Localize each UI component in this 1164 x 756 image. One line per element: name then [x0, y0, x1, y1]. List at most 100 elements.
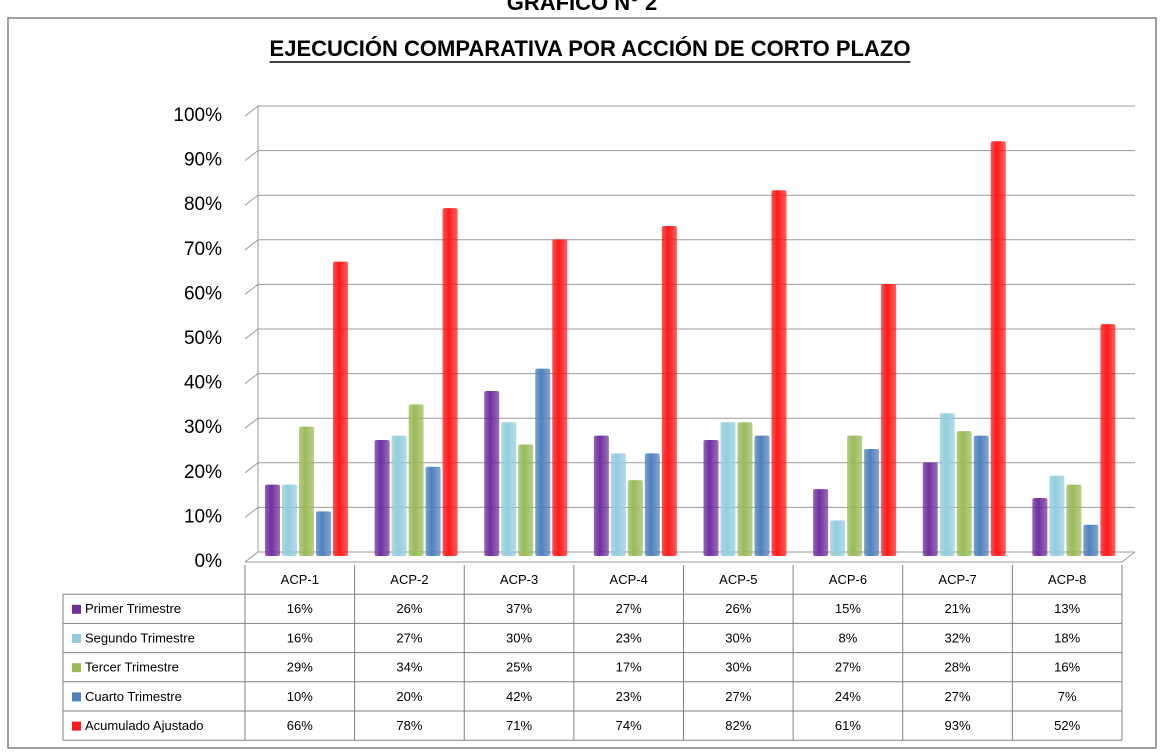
table-cell: 15%: [835, 601, 861, 616]
grid-line: [244, 417, 1135, 429]
grid-line: [244, 506, 1135, 518]
legend-label: Tercer Trimestre: [85, 660, 179, 675]
table-cell: 25%: [506, 660, 532, 675]
bar: [922, 462, 938, 556]
grid-line: [244, 105, 1135, 117]
table-cell: 32%: [945, 630, 971, 645]
bar: [1066, 484, 1082, 556]
legend-swatch: [72, 692, 81, 702]
bar: [610, 453, 626, 556]
bar: [593, 435, 609, 556]
y-tick-label: 50%: [184, 328, 222, 349]
table-cell: 30%: [725, 630, 751, 645]
grid-line: [244, 373, 1135, 384]
bar: [484, 390, 500, 556]
legend-label: Segundo Trimestre: [85, 630, 195, 645]
x-tick-label: ACP-3: [500, 572, 538, 587]
legend-swatch: [72, 721, 81, 731]
legend-swatch: [72, 663, 81, 673]
bar: [939, 413, 955, 556]
table-cell: 93%: [945, 718, 971, 733]
table-cell: 10%: [287, 689, 313, 704]
table-cell: 29%: [287, 660, 313, 675]
bar: [973, 435, 989, 556]
table-cell: 61%: [835, 718, 861, 733]
bar: [754, 435, 770, 556]
grid-line: [244, 462, 1135, 474]
grid-line: [244, 194, 1135, 206]
grid-line: [244, 283, 1135, 295]
legend-label: Acumulado Ajustado: [85, 718, 204, 733]
x-tick-label: ACP-6: [829, 572, 867, 587]
bar: [813, 489, 829, 556]
bar: [830, 520, 846, 556]
bar: [737, 422, 753, 556]
grid-line: [244, 239, 1135, 251]
heading: GRÁFICO N° 2: [507, 0, 658, 15]
bar: [864, 448, 880, 556]
floor: [245, 551, 1136, 563]
legend-label: Cuarto Trimestre: [85, 689, 182, 704]
bar: [391, 435, 407, 556]
table-cell: 16%: [1054, 660, 1080, 675]
table-cell: 21%: [945, 601, 971, 616]
y-tick-label: 60%: [184, 283, 222, 304]
table-cell: 17%: [616, 660, 642, 675]
bar: [703, 440, 719, 556]
bar: [316, 511, 331, 556]
bar: [644, 453, 660, 556]
table-cell: 13%: [1054, 601, 1080, 616]
x-tick-label: ACP-4: [610, 572, 648, 587]
bar: [990, 141, 1006, 556]
y-tick-label: 80%: [184, 194, 222, 215]
table-cell: 66%: [287, 718, 313, 733]
x-tick-label: ACP-1: [281, 572, 319, 587]
bar: [535, 368, 551, 556]
table-cell: 27%: [396, 630, 422, 645]
table-cell: 27%: [725, 689, 751, 704]
table-cell: 34%: [396, 660, 422, 675]
bar: [442, 208, 458, 556]
frame: [7, 17, 1157, 749]
bar: [1083, 524, 1099, 556]
bar: [661, 225, 677, 556]
table-cell: 16%: [287, 601, 313, 616]
bar: [771, 190, 787, 556]
table-cell: 24%: [835, 689, 861, 704]
x-tick-label: ACP-5: [719, 572, 757, 587]
bar: [425, 466, 441, 556]
y-tick-label: 100%: [173, 105, 222, 126]
x-tick-label: ACP-8: [1048, 572, 1086, 587]
table-cell: 23%: [616, 630, 642, 645]
table-cell: 23%: [616, 689, 642, 704]
table-cell: 8%: [839, 630, 858, 645]
y-tick-label: 10%: [184, 506, 222, 527]
table-cell: 27%: [945, 689, 971, 704]
bar: [847, 435, 863, 556]
table-cell: 82%: [725, 718, 751, 733]
table-cell: 27%: [616, 601, 642, 616]
bar: [299, 426, 314, 556]
table-cell: 42%: [506, 689, 532, 704]
bar: [720, 422, 736, 556]
table-cell: 26%: [725, 601, 751, 616]
bar: [333, 261, 348, 556]
bar: [956, 431, 972, 556]
x-tick-label: ACP-7: [938, 572, 976, 587]
table-cell: 71%: [506, 718, 532, 733]
bar: [1049, 475, 1065, 556]
legend-swatch: [72, 634, 81, 643]
bar: [881, 283, 897, 556]
bar: [265, 484, 280, 556]
bar: [1100, 324, 1116, 556]
table-cell: 18%: [1054, 630, 1080, 645]
table-cell: 16%: [287, 630, 313, 645]
grid-line: [244, 328, 1135, 340]
bar: [518, 444, 534, 556]
table-cell: 7%: [1058, 689, 1077, 704]
table-cell: 26%: [396, 601, 422, 616]
table-cell: 30%: [506, 630, 532, 645]
bar: [282, 484, 297, 556]
table-cell: 78%: [396, 718, 422, 733]
